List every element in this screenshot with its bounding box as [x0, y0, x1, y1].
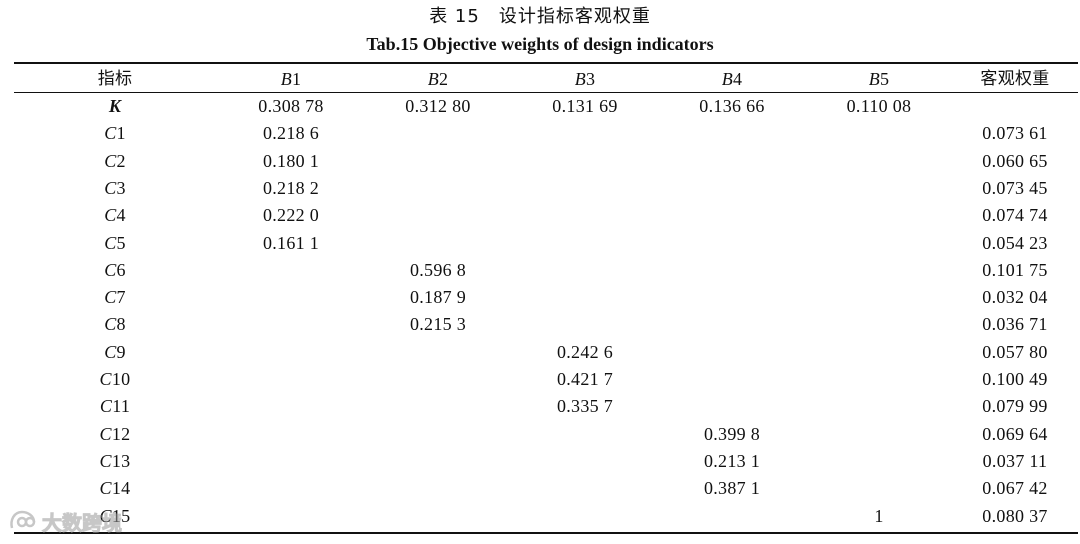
cell-b4: 0.387 1 [703, 478, 761, 499]
cell-b2: 0.215 3 [409, 314, 467, 335]
cell-objective-weight: 0.069 64 [982, 423, 1048, 444]
cell-b1: 0.222 0 [262, 205, 320, 226]
cell-objective-weight: 0.037 11 [982, 450, 1048, 471]
table-row: C15 1 0.080 37 [0, 503, 1080, 530]
header-indicator: 指标 [97, 69, 133, 89]
cell-objective-weight: 0.032 04 [982, 287, 1048, 308]
table-row: C1 0.218 6 0.073 61 [0, 120, 1080, 147]
table-row: C9 0.242 6 0.057 80 [0, 339, 1080, 366]
row-label: C11 [99, 396, 131, 417]
row-label: C13 [99, 450, 131, 471]
table-caption-en: Tab.15 Objective weights of design indic… [366, 34, 714, 54]
table-row: C2 0.180 1 0.060 65 [0, 148, 1080, 175]
header-b4: B4 [721, 69, 743, 89]
row-label: C8 [104, 314, 126, 335]
row-label: C14 [99, 478, 131, 499]
cell-b4: 0.399 8 [703, 423, 761, 444]
cell-b1: 0.218 6 [262, 123, 320, 144]
cell-b3: 0.421 7 [556, 369, 614, 389]
cell-objective-weight: 0.100 49 [982, 369, 1048, 389]
row-label: C7 [104, 287, 126, 308]
cell-objective-weight: 0.036 71 [982, 314, 1048, 335]
row-label: C3 [104, 177, 126, 198]
brand-logo-icon [10, 510, 36, 529]
cell-objective-weight: 0.080 37 [982, 505, 1048, 526]
cell-b1: 0.218 2 [262, 177, 320, 198]
table-row: K 0.308 78 0.312 80 0.131 69 0.136 66 0.110 0… [0, 93, 1080, 120]
row-label: C5 [104, 232, 126, 253]
cell-b4: 0.213 1 [703, 450, 761, 471]
watermark-text: 大数跨境 [42, 510, 123, 535]
cell-b3: 0.242 6 [556, 341, 614, 362]
cell-objective-weight: 0.067 42 [982, 478, 1048, 499]
watermark: 大数跨境 [8, 506, 123, 536]
header-b5: B5 [868, 69, 890, 89]
row-label: C12 [99, 423, 131, 444]
cell-b2: 0.312 80 [405, 96, 471, 116]
table-row: C8 0.215 3 0.036 71 [0, 311, 1080, 338]
top-rule [14, 62, 1078, 64]
row-label: C15 [99, 505, 131, 526]
row-label: C10 [99, 369, 131, 389]
header-b1: B1 [280, 69, 302, 89]
header-objective-weight: 客观权重 [980, 69, 1050, 89]
table-row: C14 0.387 1 0.067 42 [0, 475, 1080, 502]
table-row: C4 0.222 0 0.074 74 [0, 202, 1080, 229]
row-label: C6 [104, 259, 126, 280]
header-b3: B3 [574, 69, 596, 89]
row-label: C4 [104, 205, 126, 226]
cell-objective-weight: 0.079 99 [982, 396, 1048, 417]
table-caption-cn: 表 15 设计指标客观权重 [429, 6, 651, 27]
cell-objective-weight: 0.054 23 [982, 232, 1048, 253]
row-label: C2 [104, 150, 126, 171]
cell-b1: 0.161 1 [262, 232, 320, 253]
table-row: C12 0.399 8 0.069 64 [0, 421, 1080, 448]
cell-objective-weight: 0.060 65 [982, 150, 1048, 171]
table-row: C7 0.187 9 0.032 04 [0, 284, 1080, 311]
cell-b4: 0.136 66 [699, 96, 765, 116]
table-row: C6 0.596 8 0.101 75 [0, 257, 1080, 284]
cell-b5: 0.110 08 [846, 96, 912, 116]
cell-objective-weight: 0.074 74 [982, 205, 1048, 226]
row-label: C9 [104, 341, 126, 362]
cell-b2: 0.187 9 [409, 287, 467, 308]
header-rule [14, 92, 1078, 93]
table-row: C3 0.218 2 0.073 45 [0, 175, 1080, 202]
header-b2: B2 [427, 69, 449, 89]
table-row: C10 0.421 7 0.100 49 [0, 366, 1080, 393]
bottom-rule [14, 532, 1078, 534]
row-label: K [108, 96, 122, 116]
table-header-row: 指标 B1 B2 B3 B4 B5 客观权重 [0, 64, 1080, 91]
table-row: C13 0.213 1 0.037 11 [0, 448, 1080, 475]
cell-objective-weight: 0.057 80 [982, 341, 1048, 362]
table-row: C5 0.161 1 0.054 23 [0, 230, 1080, 257]
cell-b2: 0.596 8 [409, 259, 467, 280]
cell-objective-weight: 0.073 45 [982, 177, 1048, 198]
row-label: C1 [104, 123, 126, 144]
cell-b5: 1 [874, 505, 884, 526]
cell-b3: 0.131 69 [552, 96, 618, 116]
table-row: C11 0.335 7 0.079 99 [0, 393, 1080, 420]
cell-b3: 0.335 7 [556, 396, 614, 417]
cell-objective-weight: 0.101 75 [982, 259, 1048, 280]
cell-objective-weight: 0.073 61 [982, 123, 1048, 144]
cell-b1: 0.308 78 [258, 96, 324, 116]
cell-b1: 0.180 1 [262, 150, 320, 171]
